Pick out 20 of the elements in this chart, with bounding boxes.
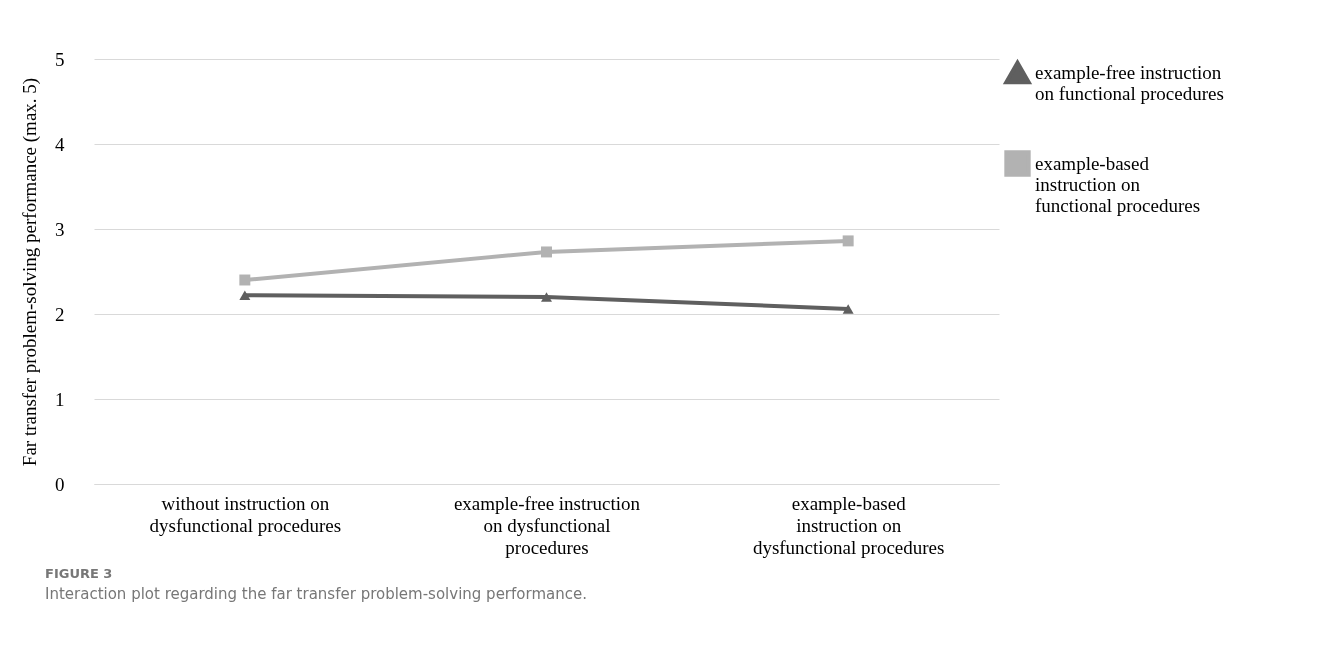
point: [541, 246, 552, 258]
y-tick-label: 1: [55, 388, 65, 410]
y-tick-label: 5: [55, 48, 65, 70]
y-tick-label: 3: [55, 218, 65, 240]
y-tick-label: 0: [55, 473, 65, 495]
legend-label: example-based instruction on functional procedures: [1035, 152, 1201, 216]
y-axis-title: Far transfer problem-solving performance (max. 5): [19, 77, 41, 467]
y-tick-label: 2: [55, 303, 65, 325]
caption: FIGURE 3: [45, 566, 114, 581]
x-tick-label: without instruction on dysfunctional procedures: [149, 492, 342, 536]
x-tick-label: example-free instruction on dysfunctional procedures: [453, 492, 641, 558]
point: [842, 235, 854, 247]
y-tick-label: 4: [55, 133, 65, 155]
text: Interaction plot regarding the far transfer problem-solving performance.: [45, 585, 588, 603]
x-tick-label: example-based instruction on dysfunctional procedures: [752, 492, 945, 558]
point: [541, 292, 552, 302]
point: [842, 304, 854, 314]
legend-label: example-free instruction on functional procedures: [1035, 61, 1224, 104]
point: [239, 290, 251, 301]
point: [239, 274, 251, 286]
